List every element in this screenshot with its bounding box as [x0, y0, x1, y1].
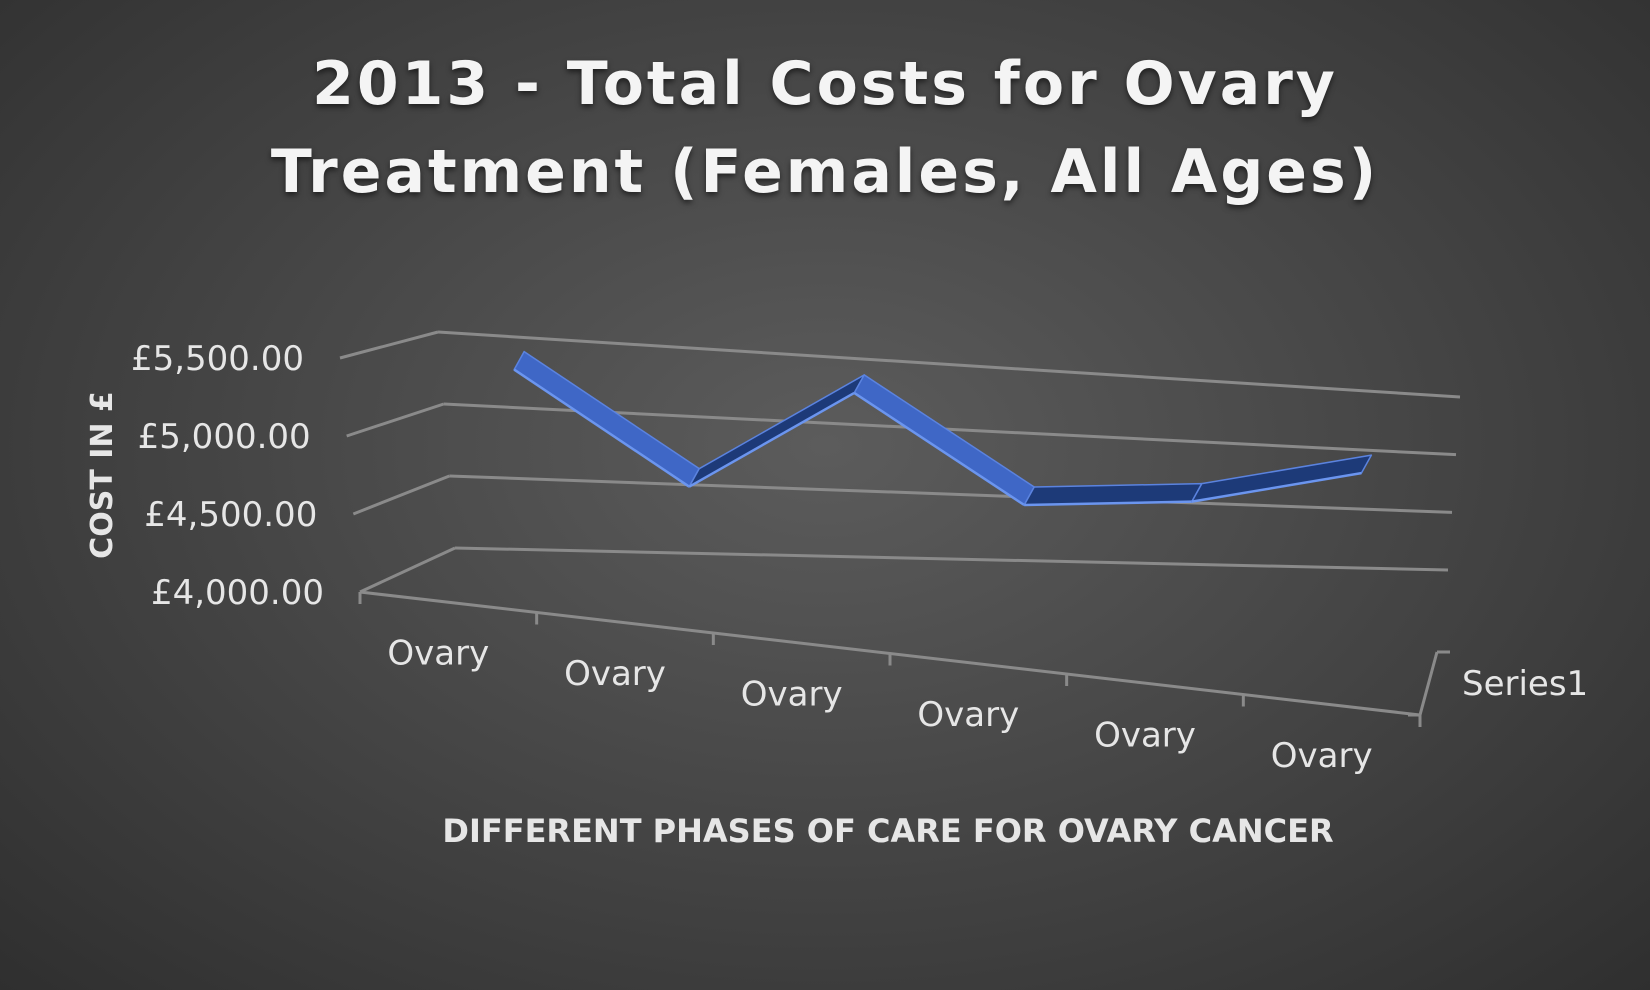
y-tick-label: £5,500.00: [131, 339, 304, 379]
side-gridline: [359, 546, 456, 594]
side-gridline: [346, 402, 445, 438]
series-label: Series1: [1462, 664, 1588, 704]
ribbon-segment: [688, 374, 865, 488]
x-tick-label: Ovary: [917, 695, 1019, 735]
back-gridline: [437, 330, 1461, 399]
axes: [358, 590, 1450, 727]
x-tick-label: Ovary: [564, 654, 666, 694]
y-tick-label: £4,500.00: [144, 495, 317, 535]
x-tick-label: Ovary: [1094, 715, 1196, 755]
ribbon-segment: [1191, 454, 1373, 503]
ribbon-segment: [853, 374, 1035, 506]
axis-labels: £4,000.00 £4,500.00 £5,000.00 £5,500.00 Ovar…: [131, 339, 1588, 776]
series-ribbon: [513, 350, 1373, 507]
back-gridline: [454, 546, 1449, 572]
ribbon-edge: [513, 368, 690, 488]
x-tick-label: Ovary: [741, 674, 843, 714]
chart-title-line-1: 2013 - Total Costs for Ovary: [312, 49, 1338, 119]
x-tick-label: Ovary: [1271, 736, 1373, 776]
side-gridline: [339, 330, 439, 360]
ribbon-edge: [688, 391, 855, 488]
side-gridline: [352, 474, 450, 516]
x-axis-title: DIFFERENT PHASES OF CARE FOR OVARY CANCE…: [442, 812, 1333, 850]
y-tick-label: £4,000.00: [151, 573, 324, 613]
ribbon-edge: [1191, 471, 1362, 503]
depth-axis-line: [1418, 651, 1439, 716]
ribbon-edge: [1024, 500, 1192, 507]
chart-title: 2013 - Total Costs for Ovary Treatment (…: [0, 40, 1650, 216]
ribbon-segment: [513, 350, 700, 488]
chart-title-line-2: Treatment (Females, All Ages): [270, 137, 1380, 207]
x-tick-label: Ovary: [387, 633, 489, 673]
gridlines: [339, 330, 1461, 594]
y-axis-title: COST IN £: [85, 391, 120, 559]
y-tick-label: £5,000.00: [138, 417, 311, 457]
ribbon-edge: [853, 391, 1025, 507]
back-gridline: [449, 474, 1453, 514]
